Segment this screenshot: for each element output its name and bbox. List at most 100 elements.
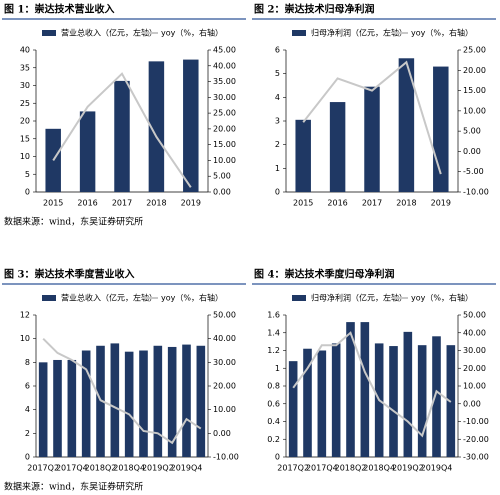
x-tick-label: 2019 (181, 199, 201, 208)
bar (360, 322, 370, 457)
bar (124, 351, 134, 457)
bar (38, 362, 48, 457)
bar (389, 346, 398, 457)
y2-tick-label: 50.00 (213, 311, 236, 320)
line-series (292, 331, 452, 438)
y-tick-label: 1.2 (267, 346, 280, 355)
legend-label: yoy（%，右轴） (161, 293, 223, 303)
x-tick-label: 2017Q4 (306, 464, 338, 473)
source-note: 数据来源：wind，东吴证券研究所 (4, 481, 143, 493)
y-tick-label: 10 (20, 152, 30, 161)
y2-tick-label: -30.00 (463, 453, 489, 462)
x-tick-label: 2018 (146, 199, 166, 208)
bar (79, 111, 96, 192)
y2-tick-label: 20.00 (463, 66, 486, 75)
y2-tick-label: 5.00 (463, 127, 481, 136)
x-tick-label: 2017Q2 (277, 464, 309, 473)
y2-tick-label: 50.00 (463, 311, 486, 320)
x-tick-label: 2017 (362, 199, 382, 208)
bar (153, 345, 163, 457)
y-tick-label: 2 (25, 429, 30, 438)
y-tick-label: 0 (275, 188, 280, 197)
y-tick-label: 1.4 (267, 328, 280, 337)
legend-label: 归母净利润（亿元，左轴） (311, 293, 407, 303)
x-tick-label: 2015 (293, 199, 313, 208)
bar (183, 59, 199, 193)
chart-title: 图 2：崇达技术归母净利润 (254, 3, 374, 16)
y2-tick-label: 10.00 (463, 106, 486, 115)
bar (346, 322, 355, 457)
y2-tick-label: 15.00 (463, 86, 486, 95)
y2-tick-label: 40.00 (463, 328, 486, 337)
legend-label: yoy（%，右轴） (161, 28, 223, 38)
bar (398, 58, 415, 193)
legend-label: yoy（%，右轴） (411, 28, 473, 38)
y2-tick-label: 20.00 (213, 382, 236, 391)
legend-swatch (292, 30, 306, 36)
y2-tick-label: -10.00 (463, 417, 489, 426)
x-tick-label: 2017Q4 (56, 464, 88, 473)
bar (45, 128, 61, 192)
x-tick-label: 2017 (112, 199, 132, 208)
y-tick-label: 4 (25, 405, 30, 414)
bar (139, 350, 148, 457)
y2-tick-label: 15.00 (213, 140, 236, 149)
legend-label: 归母净利润（亿元，左轴） (311, 28, 407, 38)
y-tick-label: 40 (20, 46, 30, 55)
y2-tick-label: 30.00 (213, 93, 236, 102)
y-tick-label: 12 (20, 311, 30, 320)
y-tick-label: 4 (275, 93, 280, 102)
y-tick-label: 0.6 (267, 399, 280, 408)
chart-title: 图 4：崇达技术季度归母净利润 (254, 268, 394, 281)
legend-label: 营业总收入（亿元，左轴） (61, 293, 157, 303)
x-tick-label: 2018Q2 (335, 464, 367, 473)
bar (364, 86, 380, 192)
bar (96, 345, 105, 457)
y-tick-label: 6 (25, 382, 30, 391)
bar (331, 343, 341, 457)
chart-title: 图 3：崇达技术季度营业收入 (4, 268, 134, 281)
y-tick-label: 15 (20, 134, 30, 143)
bar (432, 336, 441, 457)
y2-tick-label: 40.00 (213, 61, 236, 70)
y-tick-label: 20 (20, 117, 30, 126)
y-tick-label: 10 (20, 334, 30, 343)
y2-tick-label: 10.00 (213, 405, 236, 414)
x-tick-label: 2017Q2 (27, 464, 59, 473)
x-tick-label: 2019 (431, 199, 451, 208)
y-tick-label: 25 (20, 99, 30, 108)
bar (53, 359, 62, 457)
bar (295, 119, 311, 192)
y2-tick-label: 0.00 (213, 188, 231, 197)
bar (114, 80, 130, 192)
bar (148, 61, 165, 192)
legend-swatch (42, 30, 56, 36)
y2-tick-label: 40.00 (213, 334, 236, 343)
y2-tick-label: -5.00 (463, 167, 484, 176)
x-tick-label: 2019Q2 (142, 464, 174, 473)
bar (81, 350, 91, 457)
y-tick-label: 0 (25, 188, 30, 197)
y2-tick-label: -10.00 (463, 188, 489, 197)
bar (110, 343, 120, 457)
x-tick-label: 2018 (396, 199, 416, 208)
y-tick-label: 1 (275, 164, 280, 173)
x-tick-label: 2018Q2 (85, 464, 117, 473)
source-note: 数据来源：wind，东吴证券研究所 (4, 216, 143, 228)
x-tick-label: 2018Q4 (363, 464, 395, 473)
x-tick-label: 2019Q4 (421, 464, 453, 473)
bar (403, 331, 413, 457)
y2-tick-label: 25.00 (463, 46, 486, 55)
x-tick-label: 2015 (43, 199, 63, 208)
x-tick-label: 2016 (77, 199, 97, 208)
y2-tick-label: 45.00 (213, 46, 236, 55)
y-tick-label: 0.8 (267, 382, 280, 391)
y-tick-label: 0 (275, 453, 280, 462)
line-series (52, 72, 192, 188)
chart-title: 图 1：崇达技术营业收入 (4, 3, 114, 16)
bar (329, 102, 346, 192)
x-tick-label: 2018Q4 (113, 464, 145, 473)
y-tick-label: 0 (25, 453, 30, 462)
x-tick-label: 2019Q4 (171, 464, 203, 473)
y2-tick-label: 20.00 (213, 124, 236, 133)
